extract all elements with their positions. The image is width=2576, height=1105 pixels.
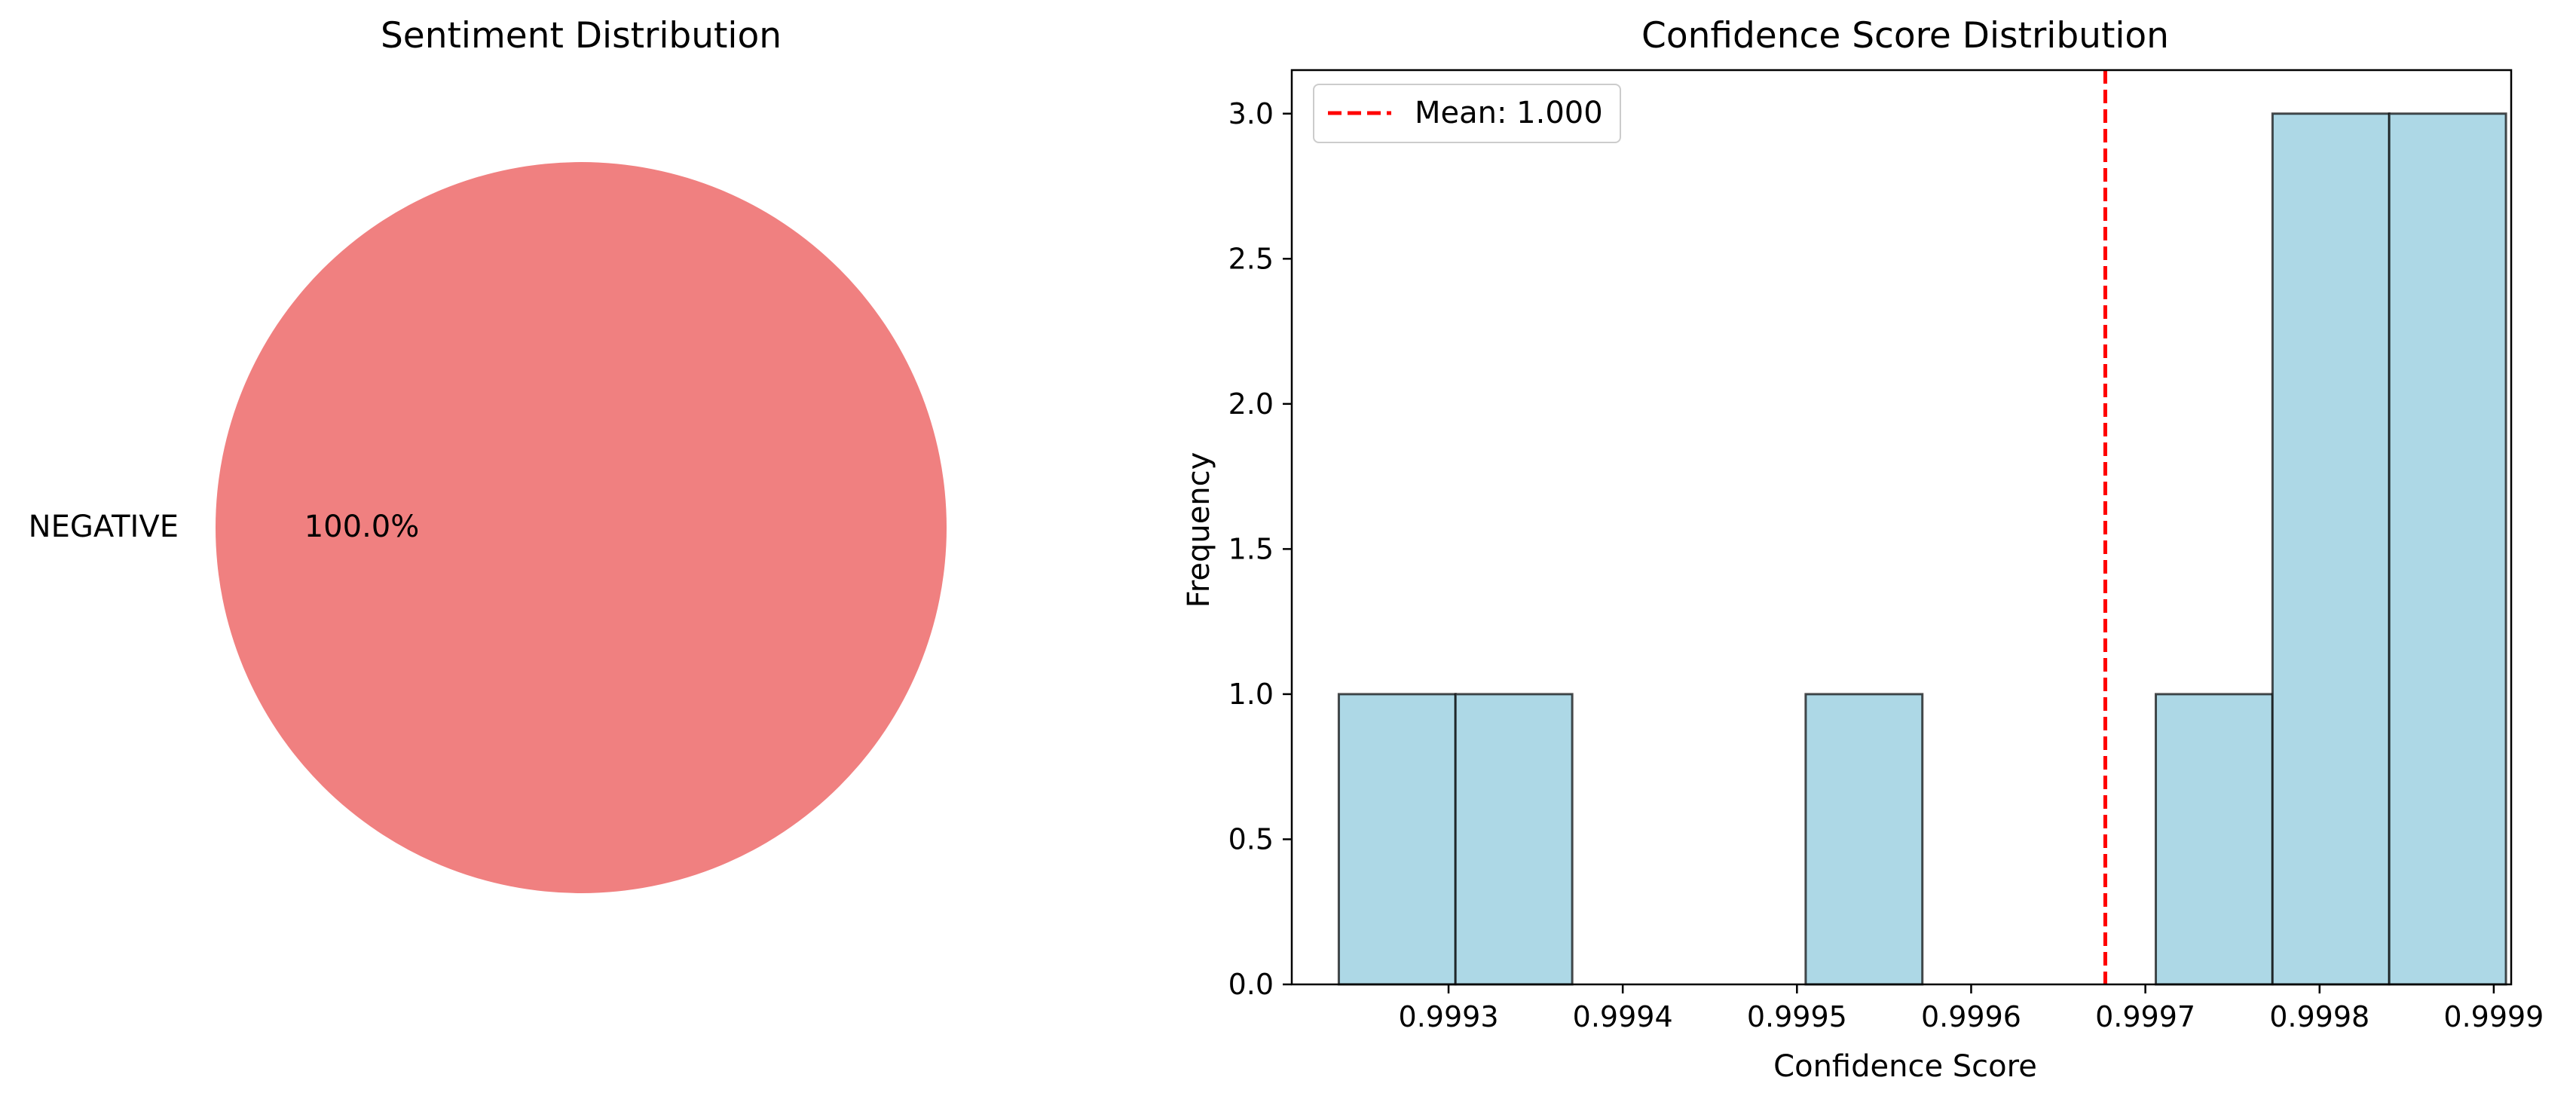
histogram-bar (1337, 693, 1457, 986)
pie-title: Sentiment Distribution (381, 15, 782, 57)
y-tick-label: 3.0 (1228, 97, 1274, 130)
x-tick-label: 0.9993 (1399, 1000, 1499, 1033)
plot-frame (1290, 69, 2513, 986)
histogram-bars (1337, 112, 2507, 986)
histogram-title: Confidence Score Distribution (1641, 15, 2169, 57)
x-tick-label: 0.9995 (1747, 1000, 1847, 1033)
pie-slice (216, 162, 947, 893)
y-tick-label: 1.0 (1228, 678, 1274, 711)
histogram-bar (1454, 693, 1574, 986)
x-tick-label: 0.9996 (1921, 1000, 2021, 1033)
y-tick-label: 2.0 (1228, 387, 1274, 421)
x-tick-label: 0.9999 (2443, 1000, 2544, 1033)
y-tick-label: 1.5 (1228, 532, 1274, 565)
y-tick-label: 0.0 (1228, 968, 1274, 1001)
pie-slice-label: NEGATIVE (29, 510, 179, 544)
pie-chart: Sentiment Distribution NEGATIVE 100.0% (29, 15, 947, 893)
histogram-chart: Confidence Score Distribution 0.9993 0.99… (1182, 15, 2544, 1084)
legend-mean-label: Mean: 1.000 (1415, 96, 1603, 130)
legend-box (1313, 84, 1621, 143)
x-axis-label: Confidence Score (1773, 1049, 2037, 1084)
x-tick-label: 0.9998 (2269, 1000, 2369, 1033)
histogram-axes: 0.9993 0.9994 0.9995 0.9996 0.9997 0.9998 0.99… (1228, 69, 2544, 1033)
y-tick-label: 2.5 (1228, 242, 1274, 275)
pie-slices (216, 162, 947, 893)
histogram-bar (2271, 112, 2391, 986)
y-axis-label: Frequency (1182, 452, 1216, 608)
histogram-bar (1804, 693, 1924, 986)
y-tick-label: 0.5 (1228, 822, 1274, 856)
x-tick-label: 0.9994 (1573, 1000, 1673, 1033)
legend: Mean: 1.000 (1313, 84, 1621, 143)
histogram-bar (2154, 693, 2274, 986)
pie-slice-percent: 100.0% (304, 510, 420, 544)
x-tick-label: 0.9997 (2095, 1000, 2195, 1033)
histogram-bar (2388, 112, 2507, 986)
